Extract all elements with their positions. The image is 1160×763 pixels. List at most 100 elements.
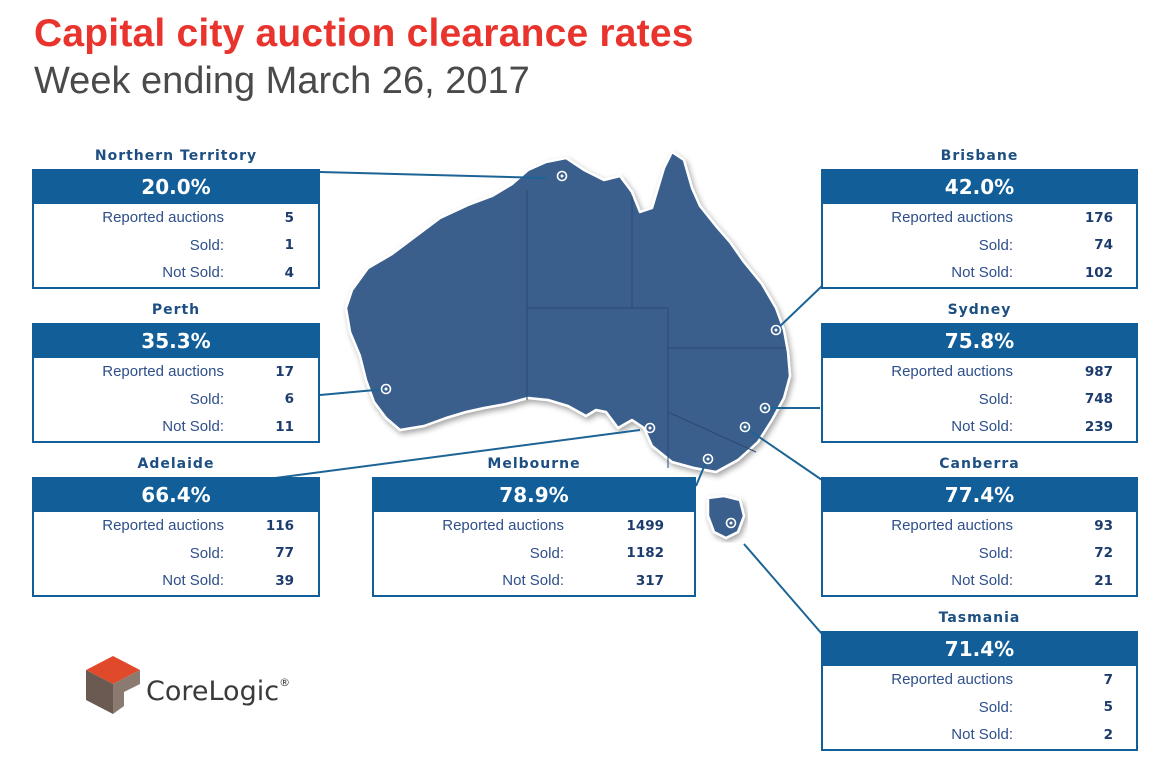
stat-label: Reported auctions xyxy=(891,209,1013,227)
stat-label: Reported auctions xyxy=(102,363,224,381)
stat-row-reported: Reported auctions 1499 xyxy=(374,512,694,540)
stat-value: 4 xyxy=(284,264,294,281)
brand-name: CoreLogic xyxy=(146,676,280,707)
stat-row-not-sold: Not Sold: 239 xyxy=(823,413,1136,441)
city-markers xyxy=(380,170,782,529)
stat-row-sold: Sold: 6 xyxy=(34,386,318,414)
stat-value: 21 xyxy=(1094,572,1113,589)
stat-row-not-sold: Not Sold: 39 xyxy=(34,567,318,595)
stat-value: 116 xyxy=(265,517,294,534)
stat-value: 317 xyxy=(635,572,664,589)
stat-value: 72 xyxy=(1094,545,1113,562)
stat-value: 2 xyxy=(1103,726,1113,743)
stat-row-reported: Reported auctions 5 xyxy=(34,204,318,232)
stat-value: 176 xyxy=(1084,209,1113,226)
state-borders xyxy=(526,190,786,468)
region-name: Tasmania xyxy=(938,610,1021,626)
tasmania-island xyxy=(706,494,746,540)
city-marker-darwin xyxy=(556,170,568,182)
stat-value: 1 xyxy=(284,237,294,254)
city-marker-sydney xyxy=(759,402,771,414)
region-tasmania: Tasmania 71.4% Reported auctions 7 Sold: 5… xyxy=(821,605,1138,751)
stat-value: 39 xyxy=(275,572,294,589)
stat-value: 987 xyxy=(1084,363,1113,380)
stat-value: 17 xyxy=(275,363,294,380)
stat-label: Sold: xyxy=(978,544,1013,562)
city-marker-perth xyxy=(380,383,392,395)
stat-row-sold: Sold: 5 xyxy=(823,694,1136,722)
stat-value: 74 xyxy=(1094,237,1113,254)
stat-label: Sold: xyxy=(189,236,224,254)
stat-row-reported: Reported auctions 176 xyxy=(823,204,1136,232)
stat-value: 7 xyxy=(1103,671,1113,688)
stat-row-reported: Reported auctions 17 xyxy=(34,358,318,386)
stat-label: Not Sold: xyxy=(951,418,1013,436)
stat-label: Reported auctions xyxy=(442,517,564,535)
stat-row-not-sold: Not Sold: 317 xyxy=(374,567,694,595)
stat-label: Not Sold: xyxy=(162,572,224,590)
clearance-rate: 71.4% xyxy=(823,633,1136,666)
stat-row-reported: Reported auctions 93 xyxy=(823,512,1136,540)
city-marker-melbourne xyxy=(702,453,714,465)
region-adelaide: Adelaide 66.4% Reported auctions 116 Sold… xyxy=(32,451,320,597)
stat-row-sold: Sold: 748 xyxy=(823,386,1136,414)
region-name: Canberra xyxy=(939,456,1020,472)
clearance-rate: 42.0% xyxy=(823,171,1136,204)
leader-lines xyxy=(259,171,823,635)
city-marker-brisbane xyxy=(770,324,782,336)
page-subtitle: Week ending March 26, 2017 xyxy=(34,60,530,102)
stat-value: 748 xyxy=(1084,391,1113,408)
stat-label: Reported auctions xyxy=(102,209,224,227)
stat-label: Sold: xyxy=(189,390,224,408)
stat-row-sold: Sold: 1182 xyxy=(374,540,694,568)
stat-row-sold: Sold: 77 xyxy=(34,540,318,568)
stat-row-not-sold: Not Sold: 21 xyxy=(823,567,1136,595)
stat-value: 11 xyxy=(275,418,294,435)
stat-label: Not Sold: xyxy=(951,572,1013,590)
stat-label: Reported auctions xyxy=(891,671,1013,689)
stat-label: Not Sold: xyxy=(162,264,224,282)
stat-label: Sold: xyxy=(189,544,224,562)
corelogic-logo-text: CoreLogic® xyxy=(146,676,290,707)
stat-label: Not Sold: xyxy=(502,572,564,590)
city-marker-hobart xyxy=(725,517,737,529)
city-marker-canberra xyxy=(739,421,751,433)
stat-value: 5 xyxy=(284,209,294,226)
clearance-rate: 20.0% xyxy=(34,171,318,204)
corelogic-logo-icon xyxy=(86,656,140,714)
clearance-rate: 66.4% xyxy=(34,479,318,512)
region-melbourne: Melbourne 78.9% Reported auctions 1499 So… xyxy=(372,451,696,597)
stat-value: 77 xyxy=(275,545,294,562)
stat-row-reported: Reported auctions 987 xyxy=(823,358,1136,386)
clearance-card: 35.3% Reported auctions 17 Sold: 6 Not Sol… xyxy=(32,323,320,443)
region-canberra: Canberra 77.4% Reported auctions 93 Sold:… xyxy=(821,451,1138,597)
stat-label: Sold: xyxy=(978,390,1013,408)
stat-value: 1182 xyxy=(626,545,664,562)
clearance-card: 20.0% Reported auctions 5 Sold: 1 Not Sold… xyxy=(32,169,320,289)
registered-mark-icon: ® xyxy=(279,676,291,689)
stat-value: 6 xyxy=(284,391,294,408)
stat-label: Not Sold: xyxy=(951,726,1013,744)
page-title: Capital city auction clearance rates xyxy=(34,12,694,55)
stat-value: 239 xyxy=(1084,418,1113,435)
australia-mainland xyxy=(344,150,792,474)
stat-label: Reported auctions xyxy=(891,517,1013,535)
stat-row-reported: Reported auctions 116 xyxy=(34,512,318,540)
stat-label: Sold: xyxy=(529,544,564,562)
region-brisbane: Brisbane 42.0% Reported auctions 176 Sold… xyxy=(821,143,1138,289)
clearance-card: 77.4% Reported auctions 93 Sold: 72 Not So… xyxy=(821,477,1138,597)
stat-row-not-sold: Not Sold: 2 xyxy=(823,721,1136,749)
region-perth: Perth 35.3% Reported auctions 17 Sold: 6 N… xyxy=(32,297,320,443)
stat-value: 5 xyxy=(1103,699,1113,716)
stat-label: Reported auctions xyxy=(891,363,1013,381)
stat-value: 102 xyxy=(1084,264,1113,281)
stat-row-not-sold: Not Sold: 11 xyxy=(34,413,318,441)
stat-label: Reported auctions xyxy=(102,517,224,535)
stat-row-not-sold: Not Sold: 4 xyxy=(34,259,318,287)
city-marker-adelaide xyxy=(644,422,656,434)
stat-value: 93 xyxy=(1094,517,1113,534)
region-name: Adelaide xyxy=(137,456,215,472)
clearance-card: 75.8% Reported auctions 987 Sold: 748 Not … xyxy=(821,323,1138,443)
stat-label: Sold: xyxy=(978,236,1013,254)
clearance-card: 42.0% Reported auctions 176 Sold: 74 Not S… xyxy=(821,169,1138,289)
